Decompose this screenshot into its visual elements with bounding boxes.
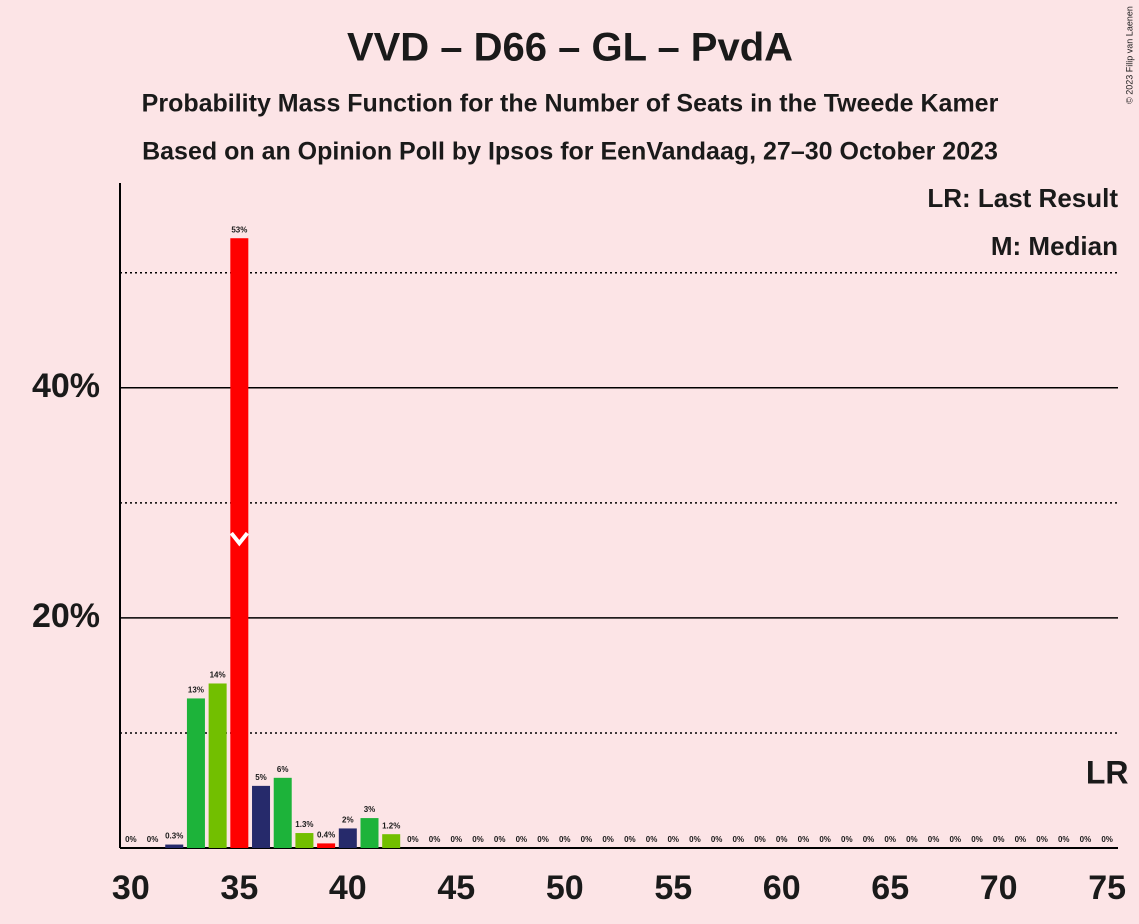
bar (165, 844, 184, 848)
value-label: 0% (472, 835, 484, 844)
x-tick-label: 60 (763, 869, 801, 907)
value-label: 0% (950, 835, 962, 844)
bar (317, 843, 336, 848)
value-label: 0% (624, 835, 636, 844)
value-label: 0% (754, 835, 766, 844)
value-label: 0% (928, 835, 940, 844)
bar (252, 785, 271, 848)
x-tick-label: 75 (1088, 869, 1126, 907)
copyright: © 2023 Filip van Laenen (1124, 6, 1134, 104)
value-label: 0% (733, 835, 745, 844)
value-label: 0% (689, 835, 701, 844)
x-tick-label: 30 (112, 869, 150, 907)
chart-subtitle: Probability Mass Function for the Number… (142, 90, 999, 118)
value-label: 0% (711, 835, 723, 844)
value-label: 14% (210, 671, 226, 680)
value-label: 5% (255, 773, 267, 782)
value-label: 53% (231, 225, 247, 234)
bar (338, 828, 357, 848)
median-marker (229, 531, 249, 547)
value-label: 0% (1015, 835, 1027, 844)
value-label: 3% (364, 805, 376, 814)
legend-entry: LR: Last Result (927, 183, 1118, 213)
bar (186, 698, 205, 848)
x-tick-label: 40 (329, 869, 367, 907)
x-tick-label: 70 (980, 869, 1018, 907)
y-tick-label: 40% (32, 367, 100, 405)
value-label: 0% (667, 835, 679, 844)
value-label: 0% (776, 835, 788, 844)
value-label: 0% (494, 835, 506, 844)
value-label: 13% (188, 686, 204, 695)
chart-title: VVD – D66 – GL – PvdA (347, 26, 793, 70)
value-label: 0% (993, 835, 1005, 844)
value-label: 0.3% (165, 832, 183, 841)
value-label: 0% (516, 835, 528, 844)
y-tick-label: 20% (32, 597, 100, 635)
value-label: 0% (1101, 835, 1113, 844)
value-label: 0% (863, 835, 875, 844)
value-label: 0% (559, 835, 571, 844)
bar (208, 683, 227, 848)
x-tick-label: 50 (546, 869, 584, 907)
value-label: 1.3% (295, 820, 313, 829)
bar (295, 833, 314, 848)
value-label: 0% (429, 835, 441, 844)
x-tick-label: 35 (220, 869, 258, 907)
value-label: 0% (884, 835, 896, 844)
value-label: 0% (841, 835, 853, 844)
legend-entry: M: Median (991, 231, 1118, 261)
value-label: 2% (342, 816, 354, 825)
value-label: 0% (147, 835, 159, 844)
x-tick-label: 65 (871, 869, 909, 907)
value-label: 0% (537, 835, 549, 844)
value-label: 0% (125, 835, 137, 844)
x-tick-label: 45 (437, 869, 475, 907)
chart-subtitle: Based on an Opinion Poll by Ipsos for Ee… (142, 138, 998, 166)
value-label: 0% (407, 835, 419, 844)
value-label: 0.4% (317, 831, 335, 840)
value-label: 1.2% (382, 821, 400, 830)
bar (382, 834, 401, 848)
bar (360, 818, 379, 848)
value-label: 0% (1058, 835, 1070, 844)
bar (273, 777, 292, 848)
last-result-label: LR (1086, 754, 1129, 790)
value-label: 0% (602, 835, 614, 844)
value-label: 0% (646, 835, 658, 844)
value-label: 0% (971, 835, 983, 844)
value-label: 6% (277, 765, 289, 774)
value-label: 0% (1080, 835, 1092, 844)
value-label: 0% (798, 835, 810, 844)
value-label: 0% (906, 835, 918, 844)
value-label: 0% (1036, 835, 1048, 844)
x-tick-label: 55 (654, 869, 692, 907)
value-label: 0% (819, 835, 831, 844)
value-label: 0% (581, 835, 593, 844)
value-label: 0% (451, 835, 463, 844)
